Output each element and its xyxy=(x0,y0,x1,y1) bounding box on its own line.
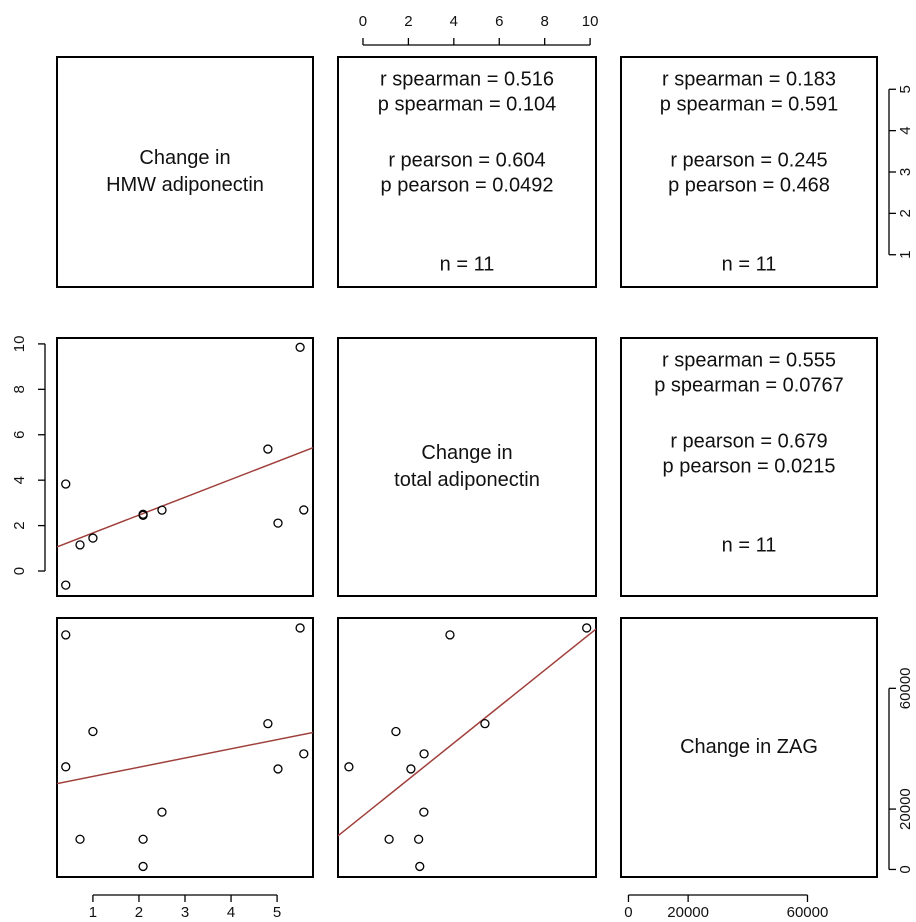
panel-frame xyxy=(337,617,597,878)
panel-frame xyxy=(620,617,878,878)
point xyxy=(157,807,167,817)
point xyxy=(138,861,148,872)
point xyxy=(419,807,429,817)
tick-label: 10 xyxy=(11,336,28,353)
stat-text: r spearman = 0.183 xyxy=(662,68,836,90)
point xyxy=(384,834,394,844)
panel-frame xyxy=(56,617,314,878)
fit-line xyxy=(57,446,313,548)
point xyxy=(263,444,273,454)
stat-text: r pearson = 0.604 xyxy=(388,149,545,171)
point xyxy=(413,834,424,844)
point xyxy=(299,749,309,759)
point xyxy=(61,630,71,640)
stat-text: p spearman = 0.104 xyxy=(378,93,556,115)
point xyxy=(138,509,148,519)
point xyxy=(480,719,490,729)
tick-label: 0 xyxy=(359,13,367,30)
tick-label: 0 xyxy=(897,865,914,873)
tick-label: 3 xyxy=(181,904,189,921)
point xyxy=(263,719,273,729)
point xyxy=(61,479,71,489)
tick-label: 20000 xyxy=(667,904,709,921)
tick-label: 1 xyxy=(897,251,914,259)
tick-label: 6 xyxy=(495,13,503,30)
stat-text: r pearson = 0.679 xyxy=(670,430,827,452)
point xyxy=(138,834,148,844)
stat-text: n = 11 xyxy=(722,534,777,556)
variable-label: Change in xyxy=(421,442,512,464)
point xyxy=(415,861,425,872)
point xyxy=(344,762,354,772)
variable-label: total adiponectin xyxy=(394,469,540,491)
variable-label: HMW adiponectin xyxy=(106,174,264,196)
scatter-panel xyxy=(57,342,313,590)
point xyxy=(445,630,455,640)
variable-label: Change in ZAG xyxy=(680,736,818,758)
tick-label: 6 xyxy=(11,431,28,439)
fit-line xyxy=(338,628,596,837)
tick-label: 4 xyxy=(450,13,458,30)
tick-label: 0 xyxy=(11,567,28,575)
stat-text: p pearson = 0.0215 xyxy=(663,455,836,477)
point xyxy=(61,580,71,590)
panel-frame xyxy=(56,56,314,288)
panel-frame xyxy=(620,337,878,597)
point xyxy=(582,623,592,633)
stat-text: r spearman = 0.555 xyxy=(662,349,836,371)
tick-label: 60000 xyxy=(787,904,829,921)
panel-frame xyxy=(337,56,597,288)
scatter-panel xyxy=(338,623,596,872)
tick-label: 4 xyxy=(227,904,235,921)
tick-label: 20000 xyxy=(897,788,914,830)
stat-text: n = 11 xyxy=(440,253,495,275)
variable-label: Change in xyxy=(139,147,230,169)
tick-label: 10 xyxy=(582,13,599,30)
panel-frame xyxy=(337,337,597,597)
point xyxy=(75,834,85,844)
point xyxy=(61,762,71,772)
tick-label: 3 xyxy=(897,168,914,176)
tick-label: 5 xyxy=(897,85,914,93)
stat-text: r spearman = 0.516 xyxy=(380,68,554,90)
tick-label: 2 xyxy=(404,13,412,30)
point xyxy=(75,540,85,550)
point xyxy=(419,749,429,759)
tick-label: 5 xyxy=(273,904,281,921)
panel-frame xyxy=(56,337,314,597)
tick-label: 1 xyxy=(89,904,97,921)
tick-label: 2 xyxy=(135,904,143,921)
fit-line xyxy=(57,731,313,785)
point xyxy=(88,533,98,543)
stat-text: p spearman = 0.0767 xyxy=(654,374,844,396)
stat-text: p spearman = 0.591 xyxy=(660,93,838,115)
stat-text: r pearson = 0.245 xyxy=(670,149,827,171)
stat-text: p pearson = 0.0492 xyxy=(381,174,554,196)
point xyxy=(391,726,401,737)
point xyxy=(295,623,305,633)
point xyxy=(157,505,167,515)
point xyxy=(295,342,305,352)
tick-label: 60000 xyxy=(897,667,914,709)
tick-label: 4 xyxy=(11,476,28,484)
tick-label: 8 xyxy=(541,13,549,30)
tick-label: 0 xyxy=(624,904,632,921)
point xyxy=(273,518,283,528)
point xyxy=(273,764,283,774)
tick-label: 4 xyxy=(897,126,914,134)
stat-text: n = 11 xyxy=(722,253,777,275)
scatter-panel xyxy=(57,623,313,872)
panel-frame xyxy=(620,56,878,288)
point xyxy=(299,505,309,515)
tick-label: 8 xyxy=(11,385,28,393)
point xyxy=(88,726,98,737)
tick-label: 2 xyxy=(897,209,914,217)
point xyxy=(406,764,416,774)
tick-label: 2 xyxy=(11,521,28,529)
stat-text: p pearson = 0.468 xyxy=(668,174,830,196)
